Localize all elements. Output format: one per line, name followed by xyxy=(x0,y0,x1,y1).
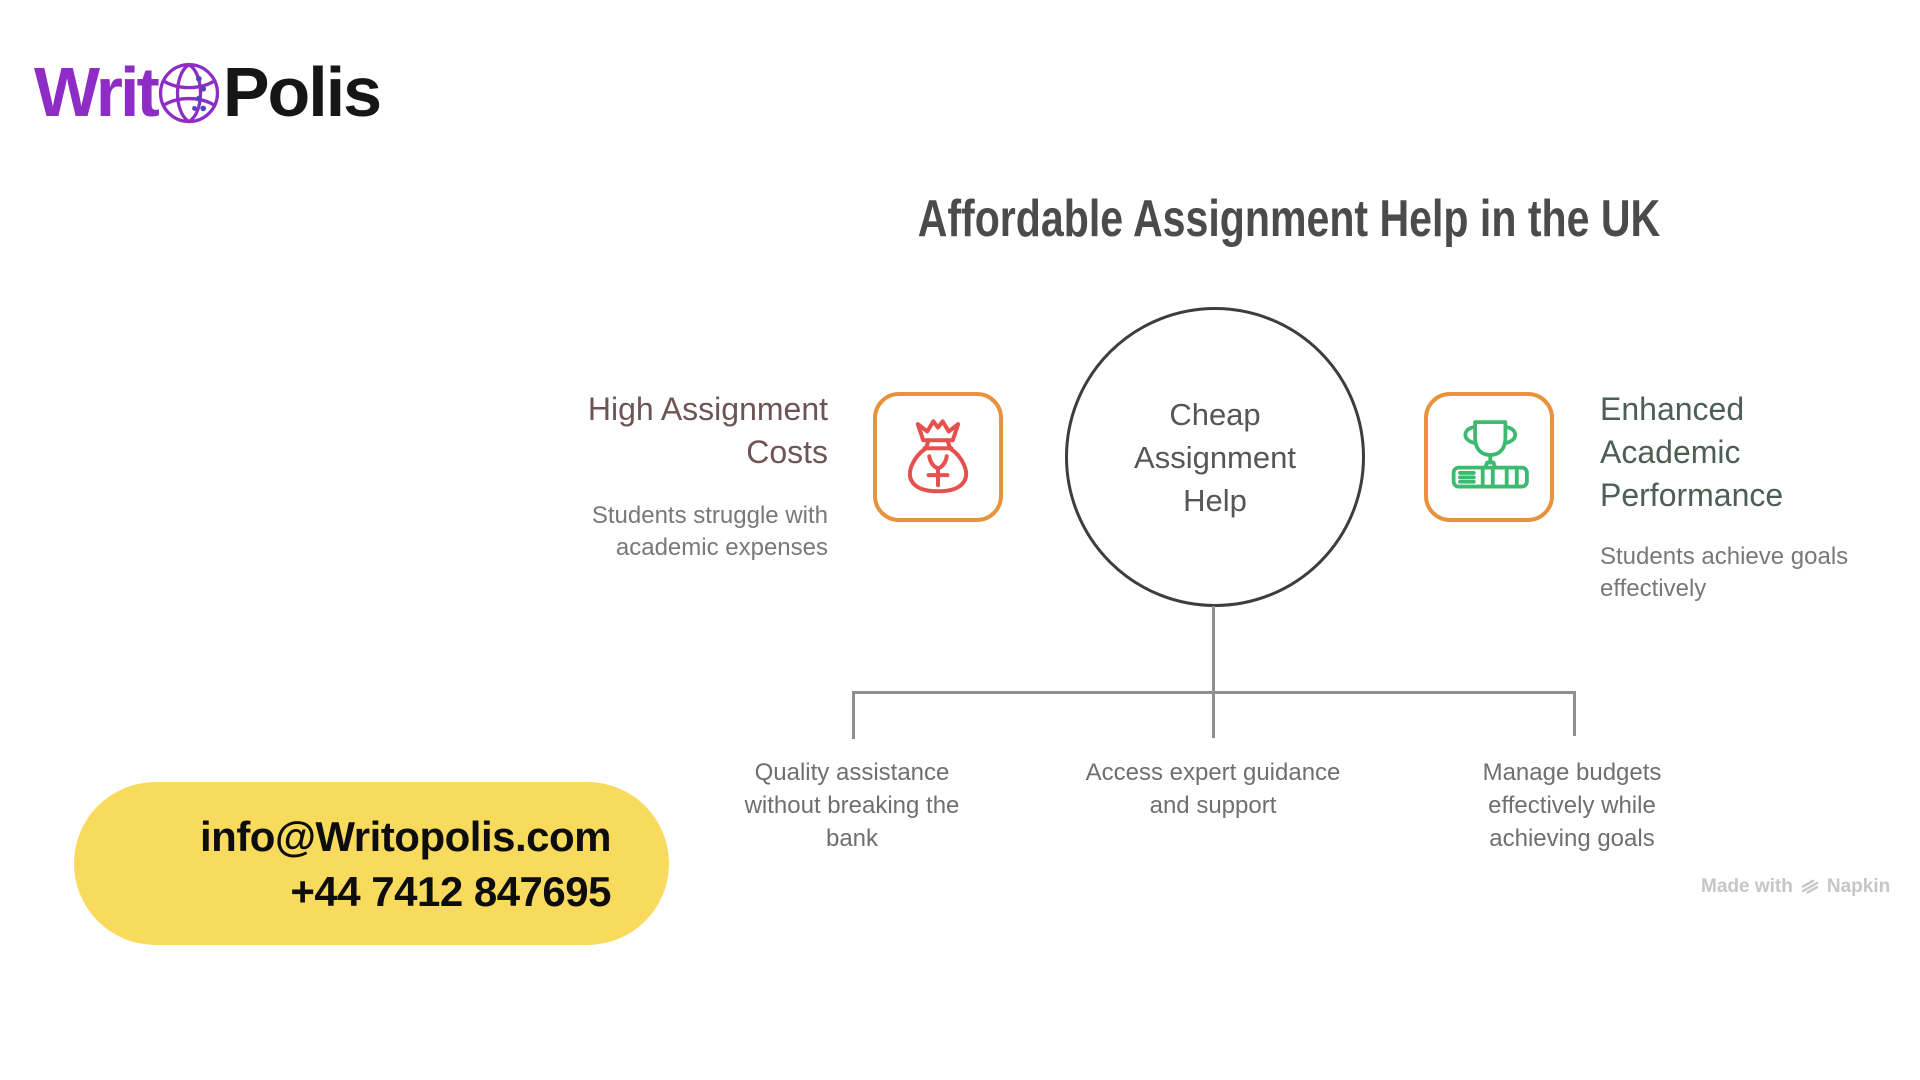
connector-left-drop xyxy=(852,691,855,739)
connector-right-drop xyxy=(1573,691,1576,736)
logo-text-polis: Polis xyxy=(222,53,382,131)
left-branch-heading: High Assignment Costs xyxy=(587,391,828,470)
branch-label-budgets: Manage budgets effectively while achievi… xyxy=(1482,759,1662,852)
logo-text-writ: Writ xyxy=(34,53,160,131)
trophy-icon-box xyxy=(1424,392,1554,522)
napkin-icon xyxy=(1800,873,1820,901)
central-topic-circle: Cheap Assignment Help xyxy=(1065,307,1365,607)
contact-email: info@Writopolis.com xyxy=(200,813,612,860)
credit-brand: Napkin xyxy=(1826,876,1891,897)
left-branch-description: Students struggle with academic expenses xyxy=(591,502,828,561)
made-with-napkin-credit: Made with Napkin xyxy=(1701,873,1890,901)
contact-phone: +44 7412 847695 xyxy=(290,868,611,915)
right-branch-description: Students achieve goals effectively xyxy=(1600,543,1849,602)
contact-banner: info@Writopolis.com +44 7412 847695 xyxy=(74,782,669,945)
money-bag-icon xyxy=(895,412,981,503)
page-title: Affordable Assignment Help in the UK xyxy=(819,189,1661,249)
brand-logo: Writ Polis xyxy=(34,52,382,132)
credit-prefix: Made with xyxy=(1701,876,1793,897)
globe-icon xyxy=(154,57,224,127)
branch-label-quality: Quality assistance without breaking the … xyxy=(744,759,960,852)
page-title-text: Affordable Assignment Help in the UK xyxy=(917,190,1661,248)
right-branch-heading: Enhanced Academic Performance xyxy=(1600,391,1784,513)
branch-label-guidance: Access expert guidance and support xyxy=(1085,759,1341,819)
connector-center-vertical xyxy=(1212,606,1215,738)
money-bag-icon-box xyxy=(873,392,1003,522)
connector-horizontal xyxy=(852,691,1576,694)
central-topic-label: Cheap Assignment Help xyxy=(1134,396,1296,518)
trophy-icon xyxy=(1441,414,1537,501)
